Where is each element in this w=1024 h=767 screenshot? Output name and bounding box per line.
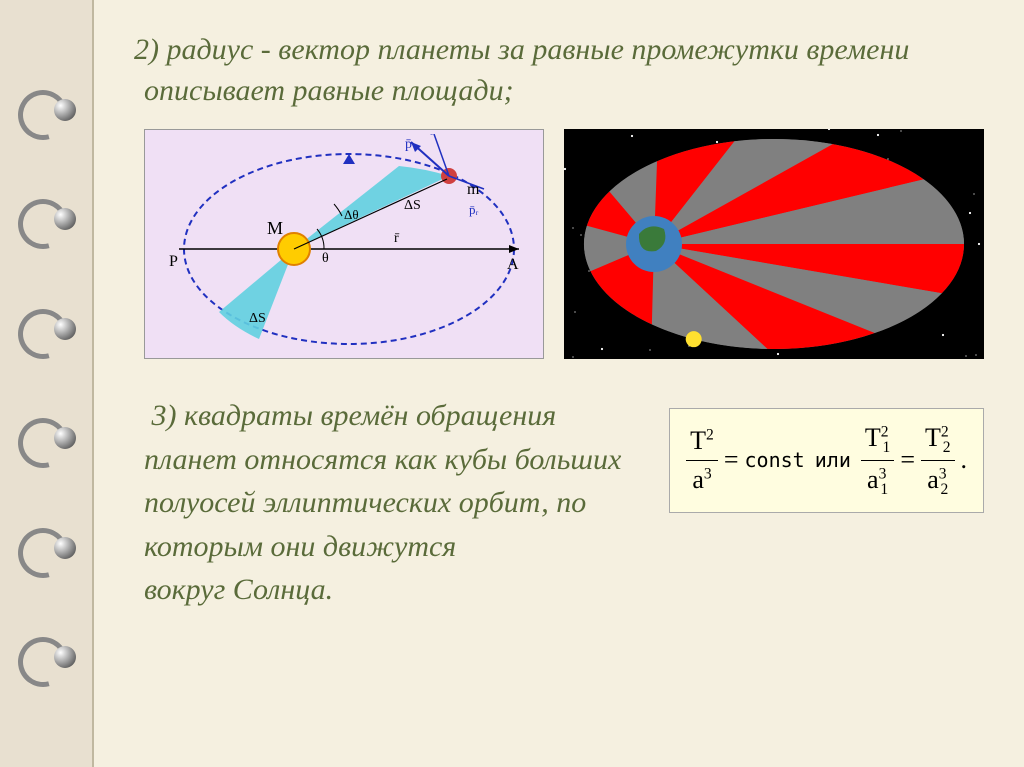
formula-a: a <box>692 465 704 494</box>
frac-t2-a3: T2 a3 <box>686 422 718 498</box>
orbit-svg: M m P A ΔS ΔS Δθ θ r̄ p̄ p̄⊥ p̄ᵣ <box>149 134 539 354</box>
sun-label: M <box>267 218 283 238</box>
law-2-heading: 2) радиус - вектор планеты за равные про… <box>144 30 984 111</box>
kepler-orbit-diagram: M m P A ΔS ΔS Δθ θ r̄ p̄ p̄⊥ p̄ᵣ <box>144 129 544 359</box>
frac-t1-a1: T21 a31 <box>861 419 894 502</box>
ring-hole <box>18 90 78 130</box>
equals-sign: = <box>724 441 739 479</box>
ring-hole <box>18 528 78 568</box>
law-3-text-2: которым они движутся <box>144 530 456 563</box>
kepler-third-law-formula: T2 a3 = const или T21 a31 = T22 a32 . <box>669 408 984 513</box>
ring-hole <box>18 637 78 677</box>
or-text: или <box>815 446 851 475</box>
formula-T: T <box>690 426 706 455</box>
spiral-binding <box>0 0 94 767</box>
ring-hole <box>18 309 78 349</box>
r-vector: r̄ <box>394 231 400 246</box>
planet-label: m <box>467 181 480 198</box>
delta-s-upper: ΔS <box>404 198 421 213</box>
law-3-text-1: квадраты времён обращения планет относят… <box>144 399 621 519</box>
ring-hole <box>18 199 78 239</box>
page-content: 2) радиус - вектор планеты за равные про… <box>94 0 1024 767</box>
aphelion-label: A <box>507 256 519 273</box>
law-3-number: 3) <box>152 399 177 432</box>
law-3-paragraph: T2 a3 = const или T21 a31 = T22 a32 . 3)… <box>144 394 984 612</box>
ring-hole <box>18 418 78 458</box>
formula-dot: . <box>961 441 968 479</box>
equals-sign-2: = <box>900 441 915 479</box>
p-perp: p̄⊥ <box>430 134 448 135</box>
delta-s-lower: ΔS <box>249 311 266 326</box>
frac-t2-a2: T22 a32 <box>921 419 954 502</box>
figures-row: M m P A ΔS ΔS Δθ θ r̄ p̄ p̄⊥ p̄ᵣ <box>144 129 984 359</box>
theta-label: θ <box>322 251 329 266</box>
perihelion-label: P <box>169 253 178 270</box>
p-vector: p̄ <box>405 137 412 152</box>
p-radial: p̄ᵣ <box>469 202 479 217</box>
const-text: const <box>745 446 805 475</box>
law-2-text: радиус - вектор планеты за равные промеж… <box>144 33 909 107</box>
delta-theta: Δθ <box>344 207 359 222</box>
law-2-number: 2) <box>134 33 159 66</box>
equal-areas-svg <box>564 129 984 359</box>
law-3-text-3: вокруг Солнца. <box>144 573 333 606</box>
equal-areas-diagram <box>564 129 984 359</box>
